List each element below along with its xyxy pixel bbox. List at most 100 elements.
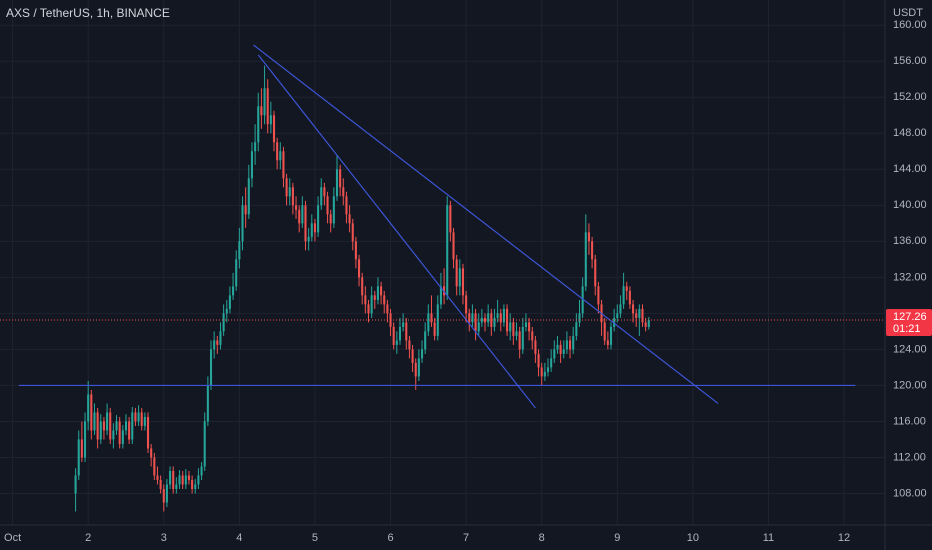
- candle-body: [616, 313, 619, 318]
- candle-body: [137, 412, 140, 422]
- candle-body: [342, 187, 345, 197]
- candle-body: [124, 421, 128, 431]
- candle-body: [408, 340, 411, 350]
- candle-body: [254, 142, 257, 152]
- x-tick-label: 10: [687, 532, 699, 544]
- candle-body: [247, 178, 250, 215]
- candle-body: [257, 106, 260, 143]
- candle-body: [121, 430, 124, 444]
- candle-body: [493, 317, 496, 327]
- candle-body: [635, 313, 638, 318]
- candle-body: [556, 344, 559, 350]
- candle-body: [518, 331, 521, 350]
- y-tick-label: 160.00: [893, 19, 927, 31]
- candle-body: [402, 322, 405, 327]
- candle-body: [543, 371, 546, 377]
- candle-body: [301, 205, 304, 224]
- y-tick-label: 136.00: [893, 235, 927, 247]
- candle-body: [131, 412, 134, 440]
- candle-body: [376, 286, 379, 300]
- candle-body: [178, 475, 181, 485]
- candle-body: [323, 187, 326, 197]
- candle-body: [606, 340, 609, 345]
- candle-body: [471, 313, 474, 323]
- candle-body: [461, 268, 465, 296]
- candle-body: [597, 286, 600, 305]
- candle-body: [279, 151, 282, 161]
- candle-body: [266, 88, 269, 125]
- candle-body: [591, 241, 594, 260]
- y-tick-label: 148.00: [893, 127, 927, 139]
- candle-body: [191, 479, 194, 489]
- candle-body: [232, 286, 235, 296]
- candle-body: [150, 448, 153, 458]
- candle-body: [99, 421, 102, 440]
- candle-body: [140, 412, 143, 426]
- candle-body: [531, 331, 534, 341]
- candle-body: [455, 259, 458, 287]
- candle-body: [609, 326, 613, 345]
- candle-body: [446, 205, 449, 296]
- candle-body: [449, 205, 452, 233]
- candle-body: [106, 412, 109, 431]
- candle-body: [134, 412, 137, 422]
- candle-body: [537, 353, 540, 368]
- candle-body: [313, 223, 316, 233]
- x-tick-label: 9: [614, 532, 620, 544]
- candle-body: [622, 286, 625, 305]
- candle-body: [238, 241, 241, 260]
- candle-body: [169, 470, 172, 485]
- candle-body: [162, 488, 165, 503]
- plot-area: [0, 44, 885, 512]
- candle-body: [310, 223, 313, 237]
- candle-body: [156, 475, 159, 480]
- candle-body: [335, 169, 339, 197]
- candle-body: [282, 151, 285, 179]
- candle-body: [383, 295, 386, 305]
- candle-body: [209, 349, 213, 386]
- candle-body: [90, 394, 93, 431]
- candle-body: [575, 322, 578, 336]
- candle-body: [219, 331, 222, 345]
- trend-line: [253, 44, 719, 404]
- candle-body: [587, 232, 590, 242]
- candle-body: [143, 416, 146, 426]
- candle-body: [241, 205, 244, 242]
- candle-body: [628, 290, 631, 305]
- candle-body: [436, 304, 439, 336]
- x-tick-label: 2: [85, 532, 91, 544]
- candle-body: [77, 439, 80, 476]
- candle-body: [468, 313, 471, 323]
- candle-body: [512, 322, 515, 336]
- candle-body: [373, 295, 376, 300]
- trend-line: [257, 54, 536, 409]
- candle-body: [553, 349, 556, 359]
- candle-body: [317, 205, 320, 233]
- x-tick-label: Oct: [4, 532, 21, 544]
- candle-body: [112, 430, 115, 440]
- x-tick-label: 11: [763, 532, 774, 544]
- x-tick-label: 5: [312, 532, 318, 544]
- candle-body: [250, 151, 253, 179]
- candle-body: [184, 475, 187, 485]
- candle-body: [235, 259, 238, 287]
- candle-body: [361, 277, 364, 296]
- candle-body: [424, 331, 427, 350]
- candle-body: [326, 196, 329, 215]
- candle-body: [260, 106, 263, 116]
- candle-body: [427, 313, 430, 332]
- candle-body: [200, 466, 203, 476]
- candle-body: [203, 421, 206, 467]
- candle-body: [439, 286, 442, 305]
- candle-body: [405, 322, 408, 341]
- candle-body: [83, 421, 87, 458]
- candle-body: [452, 232, 455, 260]
- candle-body: [534, 340, 537, 354]
- candle-body: [102, 421, 105, 431]
- candle-body: [392, 326, 395, 345]
- candle-body: [433, 322, 436, 336]
- candle-body: [509, 322, 512, 332]
- candle-body: [159, 479, 162, 489]
- candle-body: [647, 320, 650, 327]
- candle-body: [594, 259, 597, 287]
